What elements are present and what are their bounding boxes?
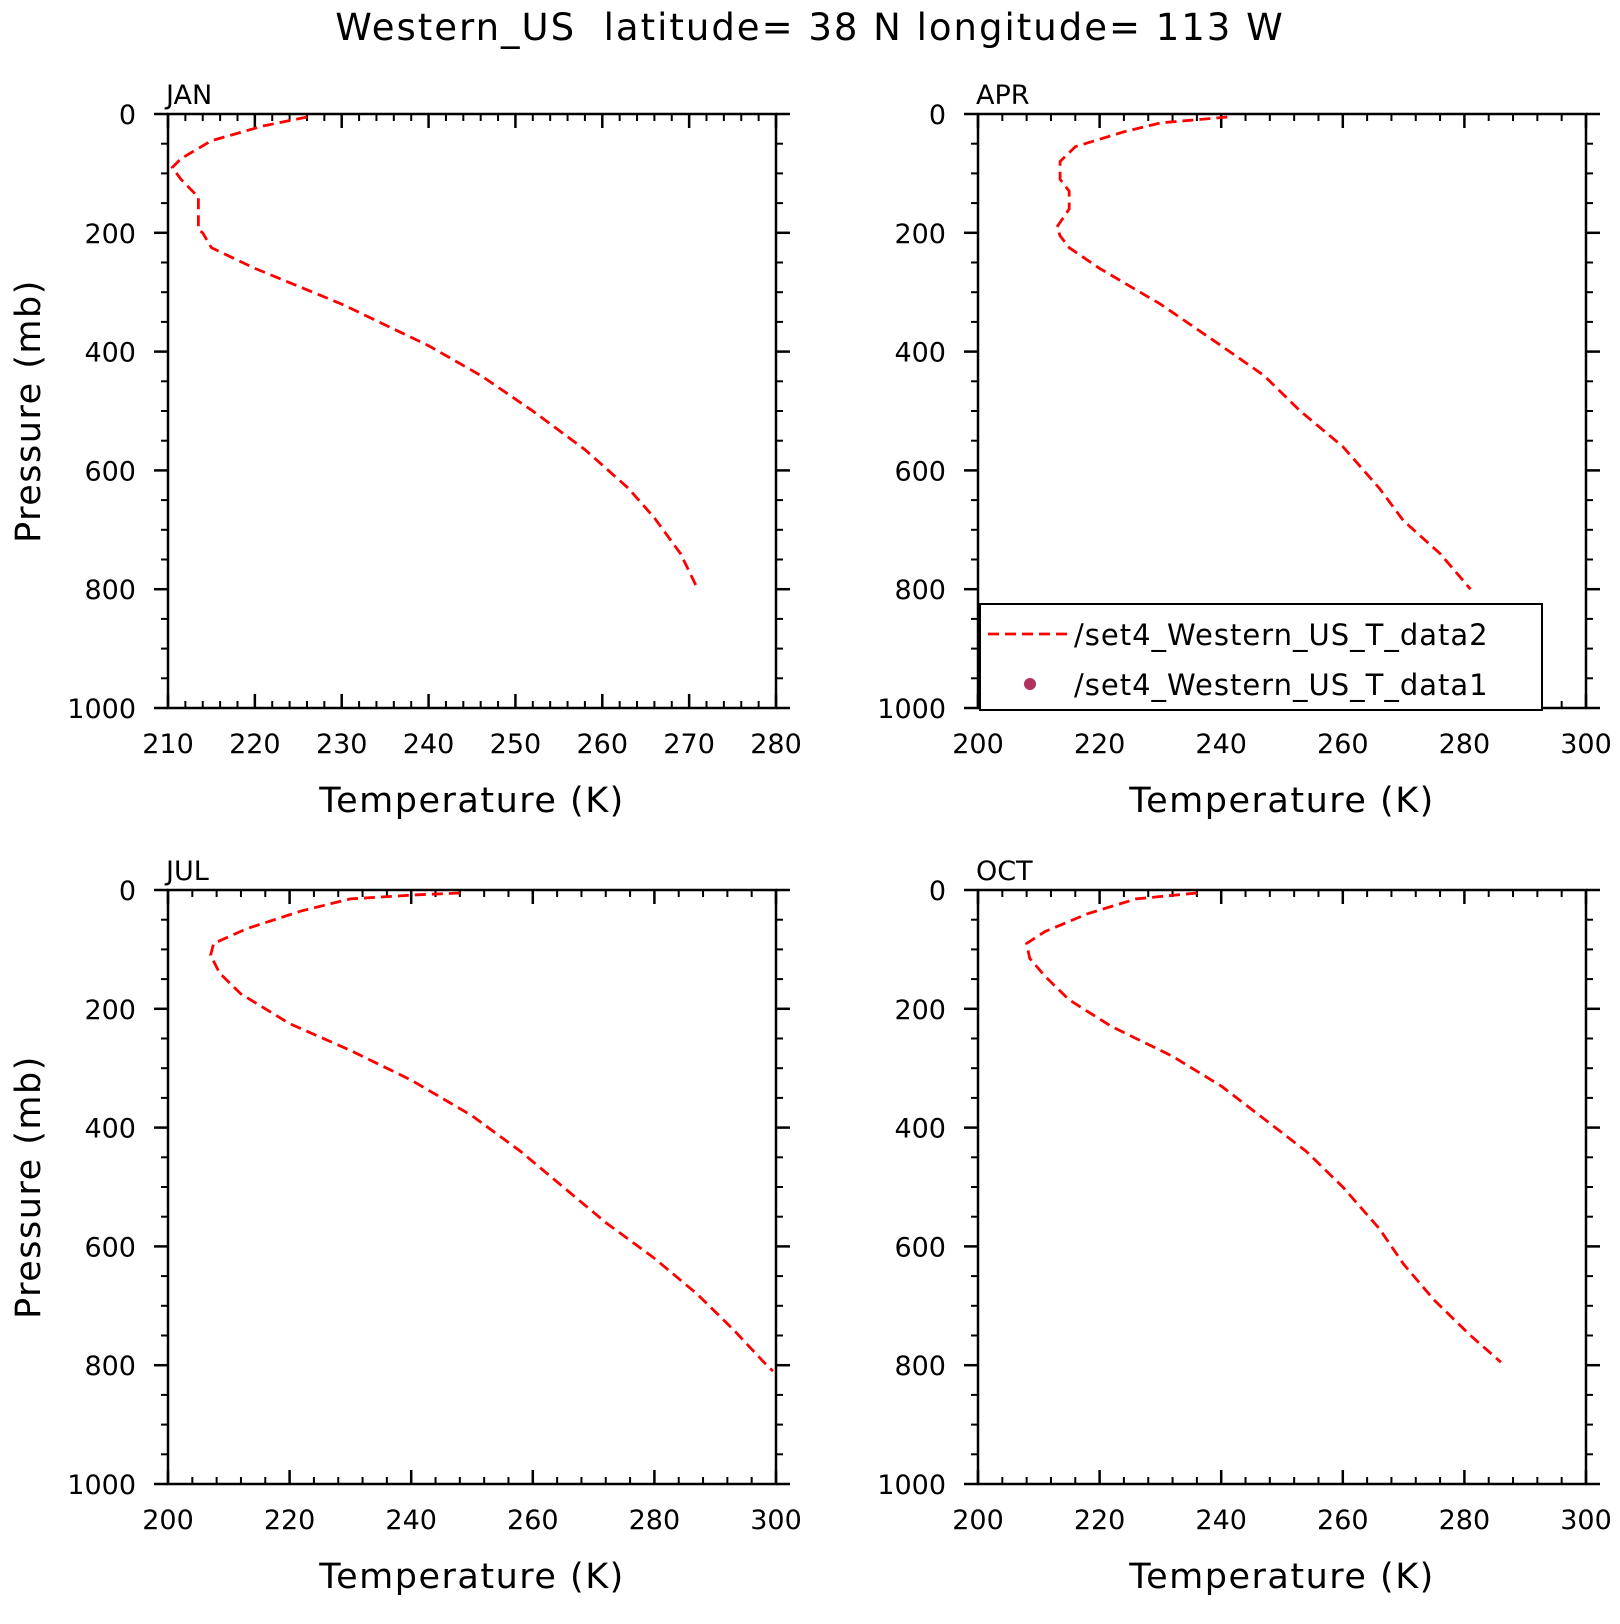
y-tick-label: 600: [894, 1232, 946, 1263]
x-tick-label: 260: [1317, 1505, 1369, 1536]
x-tick-label: 200: [142, 1505, 194, 1536]
chart-panel-jul: JUL 200 220 240 260 280 300 0 200 400 600 800 1000 Te…: [9, 856, 802, 1597]
x-tick-label: 200: [952, 729, 1004, 760]
chart-panel-oct: OCT 200 220 240 260 280 300 0 200 400 600 800 1000 Te…: [877, 856, 1611, 1597]
y-tick-label: 1000: [67, 1470, 136, 1501]
x-tick-label: 270: [663, 729, 715, 760]
x-axis-label: Temperature (K): [318, 781, 625, 821]
x-tick-label: 240: [1195, 729, 1247, 760]
y-tick-label: 600: [84, 456, 136, 487]
y-axis-label: Pressure (mb): [9, 279, 49, 543]
legend-box: [979, 603, 1543, 711]
y-tick-label: 800: [84, 575, 136, 606]
x-tick-label: 240: [1195, 1505, 1247, 1536]
x-tick-label: 250: [490, 729, 542, 760]
panel-title: JAN: [164, 80, 212, 111]
legend-swatch-marker: [1024, 678, 1036, 690]
y-tick-label: 200: [84, 995, 136, 1026]
y-tick-label: 600: [84, 1232, 136, 1263]
plot-frame: [166, 112, 778, 710]
x-tick-label: 240: [385, 1505, 437, 1536]
x-tick-label: 210: [142, 729, 194, 760]
y-axis-label: Pressure (mb): [9, 1055, 49, 1319]
y-tick-label: 0: [119, 100, 136, 131]
y-tick-label: 200: [84, 219, 136, 250]
y-tick-label: 1000: [67, 694, 136, 725]
series-line: [170, 115, 700, 590]
y-tick-label: 400: [84, 338, 136, 369]
y-tick-label: 800: [894, 575, 946, 606]
y-tick-label: 200: [894, 995, 946, 1026]
x-tick-label: 300: [750, 1505, 802, 1536]
x-axis-label: Temperature (K): [318, 1557, 625, 1597]
panel-title: OCT: [976, 856, 1033, 887]
series-line: [1055, 115, 1472, 591]
x-tick-label: 200: [952, 1505, 1004, 1536]
series-line: [209, 891, 774, 1373]
y-tick-label: 0: [119, 876, 136, 907]
legend-label: /set4_Western_US_T_data2: [1074, 618, 1489, 652]
panel-title: JUL: [164, 856, 209, 887]
x-tick-label: 280: [629, 1505, 681, 1536]
chart-panel-jan: JAN 210 220 230 240 250 260 270 280 0 200 400 600 800…: [9, 80, 802, 821]
x-tick-label: 300: [1560, 1505, 1612, 1536]
chart-panel-apr: APR 200 220 240 260 280 300 0 200 400 600 800 1000 Te…: [877, 80, 1611, 821]
y-tick-label: 600: [894, 456, 946, 487]
x-tick-label: 260: [507, 1505, 559, 1536]
y-tick-label: 800: [84, 1351, 136, 1382]
y-tick-label: 400: [84, 1114, 136, 1145]
y-tick-label: 400: [894, 1114, 946, 1145]
x-tick-label: 220: [1074, 729, 1126, 760]
x-tick-label: 280: [750, 729, 802, 760]
legend-label: /set4_Western_US_T_data1: [1074, 668, 1489, 702]
x-tick-label: 240: [403, 729, 455, 760]
series-line: [1025, 891, 1502, 1364]
y-tick-label: 0: [929, 876, 946, 907]
x-tick-label: 220: [264, 1505, 316, 1536]
plot-frame: [976, 888, 1588, 1486]
x-tick-label: 220: [1074, 1505, 1126, 1536]
y-tick-label: 400: [894, 338, 946, 369]
y-tick-label: 0: [929, 100, 946, 131]
x-tick-label: 280: [1439, 729, 1491, 760]
y-tick-label: 800: [894, 1351, 946, 1382]
panel-title: APR: [976, 80, 1030, 111]
x-tick-label: 260: [1317, 729, 1369, 760]
legend: /set4_Western_US_T_data2/set4_Western_US…: [979, 603, 1543, 711]
y-tick-label: 1000: [877, 1470, 946, 1501]
x-tick-label: 260: [577, 729, 629, 760]
y-tick-label: 1000: [877, 694, 946, 725]
figure-title: Western_US latitude= 38 N longitude= 113…: [335, 6, 1285, 49]
x-axis-label: Temperature (K): [1128, 781, 1435, 821]
x-tick-label: 230: [316, 729, 368, 760]
x-tick-label: 300: [1560, 729, 1612, 760]
x-axis-label: Temperature (K): [1128, 1557, 1435, 1597]
plot-frame: [166, 888, 778, 1486]
y-tick-label: 200: [894, 219, 946, 250]
x-tick-label: 280: [1439, 1505, 1491, 1536]
x-tick-label: 220: [229, 729, 281, 760]
